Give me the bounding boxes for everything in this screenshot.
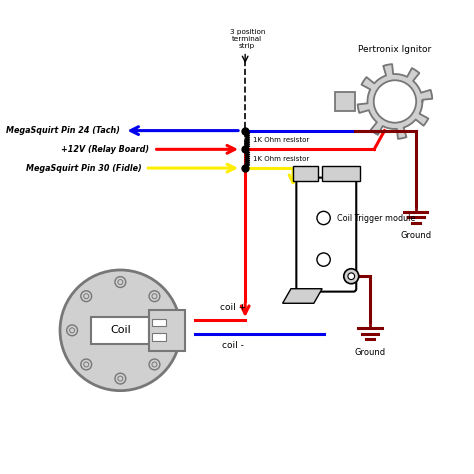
- Circle shape: [344, 269, 359, 284]
- Text: Ground: Ground: [400, 231, 431, 240]
- Text: 3 position
terminal
strip: 3 position terminal strip: [229, 29, 265, 49]
- Circle shape: [67, 325, 77, 336]
- Circle shape: [115, 277, 126, 287]
- Circle shape: [149, 359, 160, 370]
- Circle shape: [81, 359, 91, 370]
- Circle shape: [149, 291, 160, 301]
- Text: Coil: Coil: [110, 325, 131, 335]
- Circle shape: [348, 273, 355, 280]
- Polygon shape: [293, 166, 318, 181]
- Polygon shape: [322, 166, 360, 181]
- Bar: [149, 310, 185, 351]
- Text: coil -: coil -: [222, 341, 244, 350]
- Circle shape: [115, 373, 126, 384]
- FancyBboxPatch shape: [296, 178, 356, 292]
- Bar: [335, 92, 356, 110]
- Text: +12V (Relay Board): +12V (Relay Board): [62, 145, 149, 154]
- Bar: [152, 319, 166, 326]
- Polygon shape: [283, 289, 322, 303]
- Text: 1K Ohm resistor: 1K Ohm resistor: [253, 137, 309, 143]
- Circle shape: [81, 291, 91, 301]
- Circle shape: [60, 270, 181, 391]
- Text: MegaSquirt Pin 30 (Fidle): MegaSquirt Pin 30 (Fidle): [26, 164, 141, 173]
- Polygon shape: [357, 64, 432, 139]
- Text: Pertronix Ignitor: Pertronix Ignitor: [358, 45, 431, 54]
- Circle shape: [163, 325, 174, 336]
- Text: Ground: Ground: [355, 348, 385, 357]
- Bar: [152, 333, 166, 341]
- Text: coil +: coil +: [219, 302, 246, 311]
- Text: MegaSquirt Pin 24 (Tach): MegaSquirt Pin 24 (Tach): [7, 126, 120, 135]
- Bar: [91, 317, 149, 344]
- Text: 1K Ohm resistor: 1K Ohm resistor: [253, 155, 309, 162]
- Circle shape: [374, 80, 416, 123]
- Text: Coil Trigger module: Coil Trigger module: [337, 214, 415, 223]
